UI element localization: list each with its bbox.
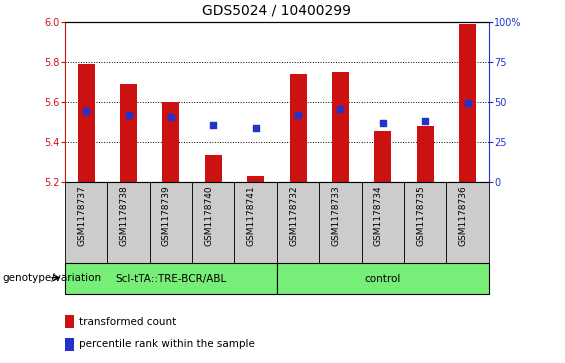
Text: GSM1178737: GSM1178737 [77, 185, 86, 246]
Text: GSM1178732: GSM1178732 [289, 185, 298, 246]
Bar [65, 338, 75, 351]
Text: genotype/variation: genotype/variation [3, 273, 102, 283]
Bar [362, 182, 404, 263]
Point [336, 106, 345, 111]
Bar [277, 263, 489, 294]
Point [294, 112, 303, 118]
Text: GSM1178736: GSM1178736 [459, 185, 468, 246]
Point [124, 112, 133, 118]
Bar [107, 182, 150, 263]
Bar [417, 126, 434, 182]
Text: GSM1178735: GSM1178735 [416, 185, 425, 246]
Bar [234, 182, 277, 263]
Title: GDS5024 / 10400299: GDS5024 / 10400299 [202, 4, 351, 18]
Text: GSM1178733: GSM1178733 [332, 185, 340, 246]
Bar [404, 182, 446, 263]
Bar [446, 182, 489, 263]
Bar [319, 182, 362, 263]
Bar [289, 74, 306, 182]
Point [82, 108, 91, 114]
Text: GSM1178740: GSM1178740 [205, 185, 214, 246]
Text: GSM1178741: GSM1178741 [247, 185, 255, 246]
Text: percentile rank within the sample: percentile rank within the sample [79, 339, 255, 350]
Bar [277, 182, 319, 263]
Bar [459, 24, 476, 182]
Text: GSM1178734: GSM1178734 [374, 185, 383, 246]
Bar [247, 175, 264, 182]
Point [420, 118, 430, 123]
Bar [374, 131, 391, 182]
Text: GSM1178738: GSM1178738 [120, 185, 129, 246]
Text: control: control [364, 274, 401, 284]
Point [167, 114, 176, 119]
Point [209, 122, 218, 127]
Text: transformed count: transformed count [79, 317, 176, 327]
Bar [163, 102, 180, 182]
Bar [192, 182, 234, 263]
Bar [150, 182, 192, 263]
Point [463, 100, 472, 106]
Bar [65, 315, 75, 329]
Bar [205, 155, 221, 182]
Text: GSM1178739: GSM1178739 [162, 185, 171, 246]
Bar [65, 182, 107, 263]
Text: Scl-tTA::TRE-BCR/ABL: Scl-tTA::TRE-BCR/ABL [115, 274, 227, 284]
Point [251, 125, 260, 131]
Bar [120, 83, 137, 182]
Bar [65, 263, 277, 294]
Bar [332, 72, 349, 182]
Point [379, 120, 388, 126]
Bar [78, 64, 95, 182]
